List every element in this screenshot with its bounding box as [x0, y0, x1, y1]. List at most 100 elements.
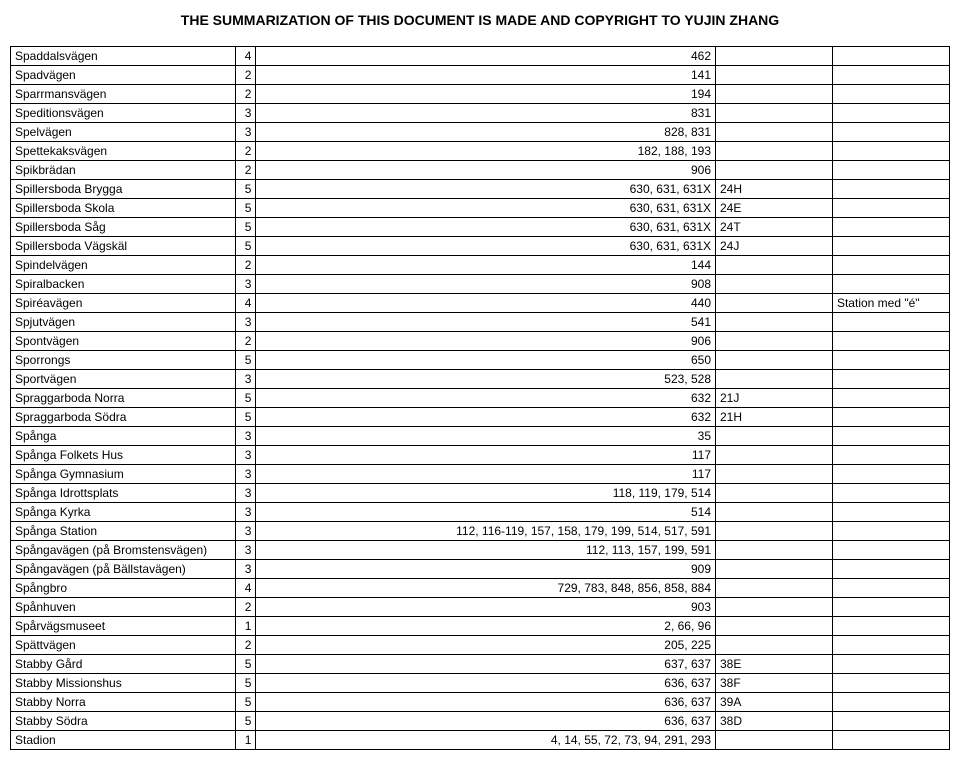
- table-row: Spånga Gymnasium3117: [11, 465, 950, 484]
- cell-name: Spraggarboda Södra: [11, 408, 236, 427]
- cell-name: Spångavägen (på Bromstensvägen): [11, 541, 236, 560]
- cell-value: 636, 637: [256, 712, 716, 731]
- cell-code: 2: [235, 256, 256, 275]
- cell-code: 5: [235, 351, 256, 370]
- cell-note1: [716, 351, 833, 370]
- cell-code: 2: [235, 332, 256, 351]
- cell-note2: [832, 427, 949, 446]
- cell-value: 4, 14, 55, 72, 73, 94, 291, 293: [256, 731, 716, 750]
- table-row: Spånga Idrottsplats3118, 119, 179, 514: [11, 484, 950, 503]
- table-row: Stabby Missionshus5636, 63738F: [11, 674, 950, 693]
- cell-note1: [716, 617, 833, 636]
- cell-value: 117: [256, 446, 716, 465]
- cell-value: 205, 225: [256, 636, 716, 655]
- cell-name: Spångavägen (på Bällstavägen): [11, 560, 236, 579]
- cell-code: 5: [235, 655, 256, 674]
- table-row: Stadion14, 14, 55, 72, 73, 94, 291, 293: [11, 731, 950, 750]
- cell-name: Spikbrädan: [11, 161, 236, 180]
- cell-note2: [832, 655, 949, 674]
- cell-note1: [716, 427, 833, 446]
- cell-code: 5: [235, 218, 256, 237]
- cell-note1: [716, 332, 833, 351]
- cell-code: 2: [235, 598, 256, 617]
- cell-name: Stabby Gård: [11, 655, 236, 674]
- cell-note2: [832, 636, 949, 655]
- cell-note1: 21H: [716, 408, 833, 427]
- cell-value: 514: [256, 503, 716, 522]
- cell-name: Spillersboda Såg: [11, 218, 236, 237]
- table-row: Spelvägen3828, 831: [11, 123, 950, 142]
- cell-note2: [832, 123, 949, 142]
- cell-name: Spångbro: [11, 579, 236, 598]
- table-row: Spontvägen2906: [11, 332, 950, 351]
- cell-note2: [832, 674, 949, 693]
- cell-code: 5: [235, 199, 256, 218]
- cell-value: 112, 116-119, 157, 158, 179, 199, 514, 5…: [256, 522, 716, 541]
- table-row: Spiralbacken3908: [11, 275, 950, 294]
- cell-note2: Station med "é": [832, 294, 949, 313]
- cell-note1: [716, 275, 833, 294]
- cell-note1: [716, 484, 833, 503]
- table-row: Spraggarboda Södra563221H: [11, 408, 950, 427]
- cell-note2: [832, 47, 949, 66]
- table-row: Spångbro4729, 783, 848, 856, 858, 884: [11, 579, 950, 598]
- cell-value: 144: [256, 256, 716, 275]
- cell-note2: [832, 484, 949, 503]
- cell-code: 5: [235, 674, 256, 693]
- cell-code: 2: [235, 636, 256, 655]
- table-row: Sporrongs5650: [11, 351, 950, 370]
- cell-name: Spaddalsvägen: [11, 47, 236, 66]
- cell-value: 831: [256, 104, 716, 123]
- cell-name: Spiralbacken: [11, 275, 236, 294]
- cell-note2: [832, 712, 949, 731]
- table-row: Speditionsvägen3831: [11, 104, 950, 123]
- cell-note2: [832, 560, 949, 579]
- cell-note2: [832, 617, 949, 636]
- cell-note1: [716, 294, 833, 313]
- cell-note2: [832, 408, 949, 427]
- cell-code: 3: [235, 370, 256, 389]
- cell-note1: [716, 541, 833, 560]
- cell-code: 3: [235, 522, 256, 541]
- cell-note2: [832, 731, 949, 750]
- cell-note2: [832, 104, 949, 123]
- cell-note1: 24T: [716, 218, 833, 237]
- cell-code: 3: [235, 313, 256, 332]
- cell-code: 5: [235, 408, 256, 427]
- cell-name: Sportvägen: [11, 370, 236, 389]
- cell-note1: [716, 161, 833, 180]
- cell-note2: [832, 161, 949, 180]
- cell-note2: [832, 313, 949, 332]
- cell-code: 2: [235, 142, 256, 161]
- cell-value: 632: [256, 408, 716, 427]
- cell-value: 729, 783, 848, 856, 858, 884: [256, 579, 716, 598]
- table-row: Spånhuven2903: [11, 598, 950, 617]
- table-row: Spångavägen (på Bromstensvägen)3112, 113…: [11, 541, 950, 560]
- table-row: Stabby Gård5637, 63738E: [11, 655, 950, 674]
- cell-note2: [832, 541, 949, 560]
- cell-value: 909: [256, 560, 716, 579]
- cell-code: 4: [235, 579, 256, 598]
- cell-code: 5: [235, 180, 256, 199]
- cell-name: Stabby Missionshus: [11, 674, 236, 693]
- cell-value: 541: [256, 313, 716, 332]
- cell-code: 4: [235, 47, 256, 66]
- cell-code: 3: [235, 560, 256, 579]
- cell-name: Spillersboda Skola: [11, 199, 236, 218]
- table-row: Spaddalsvägen4462: [11, 47, 950, 66]
- cell-note1: [716, 731, 833, 750]
- cell-note2: [832, 465, 949, 484]
- cell-note1: [716, 465, 833, 484]
- cell-note2: [832, 142, 949, 161]
- table-row: Spättvägen2205, 225: [11, 636, 950, 655]
- cell-code: 3: [235, 123, 256, 142]
- cell-name: Spånga Kyrka: [11, 503, 236, 522]
- cell-value: 462: [256, 47, 716, 66]
- cell-value: 906: [256, 161, 716, 180]
- table-row: Spånga Kyrka3514: [11, 503, 950, 522]
- cell-name: Spånhuven: [11, 598, 236, 617]
- cell-name: Spånga Gymnasium: [11, 465, 236, 484]
- cell-note1: [716, 47, 833, 66]
- cell-value: 35: [256, 427, 716, 446]
- cell-note2: [832, 446, 949, 465]
